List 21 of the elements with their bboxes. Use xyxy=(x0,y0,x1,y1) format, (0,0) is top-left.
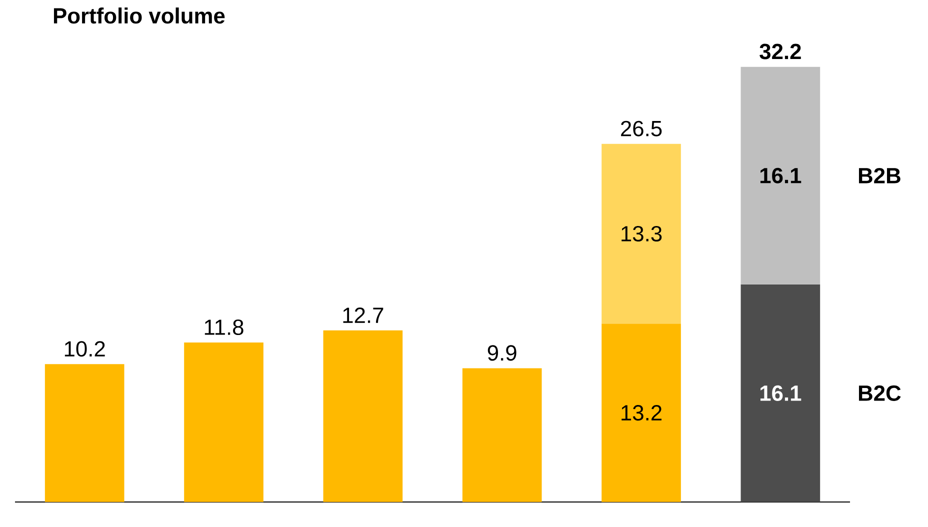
data-label: 13.3 xyxy=(622,226,662,242)
bar xyxy=(462,368,542,502)
data-label: 16.1 xyxy=(760,168,802,184)
bar xyxy=(602,144,681,324)
total-label: 26.5 xyxy=(621,120,662,136)
data-label: 13.2 xyxy=(622,405,662,421)
chart-title: Portfolio volume xyxy=(54,7,225,24)
bar xyxy=(740,66,820,284)
data-label: 12.7 xyxy=(343,308,384,323)
total-label: 32.2 xyxy=(760,44,801,60)
bar xyxy=(740,284,820,502)
bar xyxy=(323,330,403,502)
bar xyxy=(184,342,264,502)
bar xyxy=(44,364,124,502)
bar xyxy=(602,324,681,502)
series-label: B2C xyxy=(858,385,901,401)
series-label: B2B xyxy=(858,168,900,184)
data-label: 16.1 xyxy=(760,385,802,401)
data-label: 11.8 xyxy=(204,319,244,336)
data-label: 9.9 xyxy=(488,345,516,361)
data-label: 10.2 xyxy=(64,341,105,357)
